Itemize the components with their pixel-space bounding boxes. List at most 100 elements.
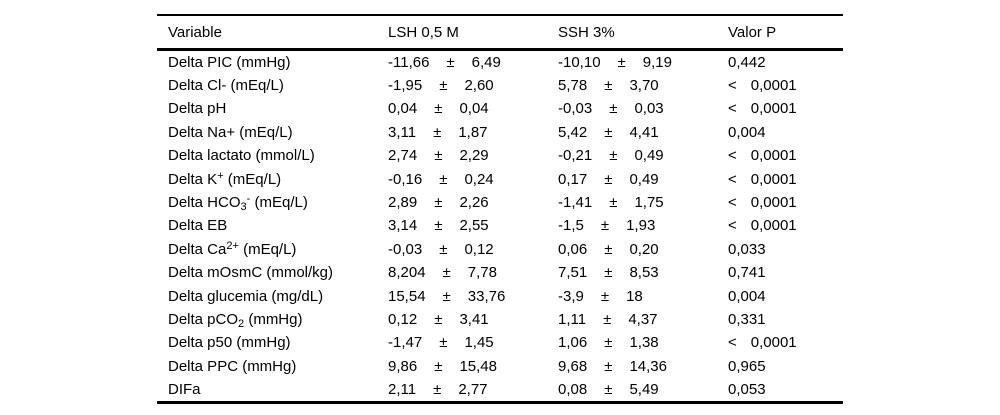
variable-cell: Delta Ca2+ (mEq/L) <box>157 240 388 258</box>
header-rule <box>157 48 843 51</box>
plus-minus-sign: ± <box>442 287 451 305</box>
less-than-sign: < <box>728 194 737 212</box>
p-value-cell: 0,965 <box>728 358 843 375</box>
variable-label-part: Delta K <box>168 170 218 188</box>
mean-value: -11,66 <box>388 53 430 71</box>
sd-value: 6,49 <box>471 53 501 71</box>
lsh-value-cell: 9,86 ±15,48 <box>388 358 558 375</box>
ssh-value-cell: -1,5 ±1,93 <box>558 217 728 234</box>
variable-label-part: (mEq/L) <box>223 170 282 188</box>
plus-minus-sign: ± <box>439 170 448 188</box>
plus-minus-sign: ± <box>434 100 443 118</box>
mean-value: 0,12 <box>388 310 418 328</box>
less-than-sign: < <box>728 170 737 188</box>
less-than-sign: < <box>728 77 737 95</box>
plus-minus-sign: ± <box>604 240 613 258</box>
plus-minus-sign: ± <box>604 357 613 375</box>
mean-value: -0,21 <box>558 147 593 165</box>
less-than-sign: < <box>728 334 737 352</box>
p-value: 0,965 <box>728 357 766 375</box>
variable-label-part: Delta lactato (mmol/L) <box>168 147 315 165</box>
lsh-value-cell: -1,47 ±1,45 <box>388 334 558 351</box>
mean-value: 1,06 <box>558 334 588 352</box>
sd-value: 5,49 <box>629 381 659 399</box>
lsh-value-cell: 0,12 ±3,41 <box>388 311 558 328</box>
p-value-cell: 0,004 <box>728 124 843 141</box>
variable-label-part: Delta PPC (mmHg) <box>168 357 297 375</box>
sd-value: 1,45 <box>464 334 494 352</box>
ssh-value-cell: 5,42 ±4,41 <box>558 124 728 141</box>
plus-minus-sign: ± <box>603 310 612 328</box>
variable-cell: Delta Cl- (mEq/L) <box>157 77 388 94</box>
ssh-value-cell: 1,06 ±1,38 <box>558 334 728 351</box>
p-value: 0,0001 <box>750 194 797 212</box>
table-row: Delta mOsmC (mmol/kg) 8,204 ±7,78 7,51 ±8,53… <box>157 261 843 284</box>
mean-value: -0,03 <box>388 240 423 258</box>
mean-value: -0,16 <box>388 170 423 188</box>
less-than-sign: < <box>728 147 737 165</box>
mean-value: -1,47 <box>388 334 423 352</box>
table-row: Delta EB 3,14 ±2,55 -1,5 ±1,93 <0,0001 <box>157 214 843 237</box>
variable-label-part: Delta p50 (mmHg) <box>168 334 291 352</box>
sd-value: 8,53 <box>629 264 659 282</box>
table-row: Delta PIC (mmHg) -11,66 ±6,49 -10,10 ±9,19 0,… <box>157 51 843 74</box>
ssh-value-cell: 1,11 ±4,37 <box>558 311 728 328</box>
table-row: DIFa 2,11 ±2,77 0,08 ±5,49 0,053 <box>157 378 843 401</box>
plus-minus-sign: ± <box>604 334 613 352</box>
plus-minus-sign: ± <box>604 264 613 282</box>
ssh-value-cell: -1,41 ±1,75 <box>558 194 728 211</box>
column-header-valor-p: Valor P <box>728 23 777 41</box>
sd-value: 14,36 <box>629 357 667 375</box>
plus-minus-sign: ± <box>617 53 626 71</box>
sd-value: 7,78 <box>467 264 497 282</box>
variable-cell: Delta lactato (mmol/L) <box>157 147 388 164</box>
p-value-cell: <0,0001 <box>728 217 843 234</box>
variable-cell: Delta glucemia (mg/dL) <box>157 288 388 305</box>
sd-value: 2,60 <box>464 77 494 95</box>
table-row: Delta K+ (mEq/L) -0,16 ±0,24 0,17 ±0,49 <0,00… <box>157 167 843 190</box>
ssh-value-cell: 7,51 ±8,53 <box>558 264 728 281</box>
ssh-value-cell: -0,21 ±0,49 <box>558 147 728 164</box>
plus-minus-sign: ± <box>434 310 443 328</box>
lsh-value-cell: 8,204 ±7,78 <box>388 264 558 281</box>
lsh-value-cell: 15,54 ±33,76 <box>388 288 558 305</box>
plus-minus-sign: ± <box>600 217 610 235</box>
top-rule <box>157 14 843 16</box>
sd-value: 0,20 <box>629 240 659 258</box>
p-value: 0,004 <box>728 287 766 305</box>
plus-minus-sign: ± <box>433 123 442 141</box>
mean-value: 0,08 <box>558 381 588 399</box>
lsh-value-cell: -11,66 ±6,49 <box>388 54 558 71</box>
mean-value: 8,204 <box>388 264 426 282</box>
sd-value: 18 <box>626 287 643 305</box>
mean-value: 1,11 <box>558 310 587 328</box>
p-value-cell: <0,0001 <box>728 171 843 188</box>
mean-value: 2,89 <box>388 194 418 212</box>
p-value-cell: <0,0001 <box>728 334 843 351</box>
variable-cell: Delta K+ (mEq/L) <box>157 170 388 188</box>
p-value: 0,0001 <box>750 170 797 188</box>
sd-value: 1,75 <box>634 194 664 212</box>
p-value-cell: 0,331 <box>728 311 843 328</box>
ssh-value-cell: 0,08 ±5,49 <box>558 381 728 398</box>
p-value-cell: 0,442 <box>728 54 843 71</box>
table-row: Delta PPC (mmHg) 9,86 ±15,48 9,68 ±14,36 0,96… <box>157 355 843 378</box>
variable-label-part: - <box>246 193 251 206</box>
plus-minus-sign: ± <box>433 381 442 399</box>
variable-label-part: Delta pCO <box>168 310 239 328</box>
variable-label-part: Delta pH <box>168 100 227 118</box>
p-value: 0,0001 <box>750 334 797 352</box>
mean-value: -1,41 <box>558 194 593 212</box>
sd-value: 3,70 <box>629 77 659 95</box>
variable-label-part: 2 <box>238 317 245 330</box>
p-value: 0,0001 <box>750 217 797 235</box>
ssh-value-cell: 0,06 ±0,20 <box>558 241 728 258</box>
column-header-lsh: LSH 0,5 M <box>388 23 459 41</box>
mean-value: -1,5 <box>558 217 584 235</box>
variable-label-part: Delta HCO <box>168 194 241 212</box>
lsh-value-cell: 3,11 ±1,87 <box>388 124 558 141</box>
plus-minus-sign: ± <box>604 77 613 95</box>
table-body: Delta PIC (mmHg) -11,66 ±6,49 -10,10 ±9,19 0,… <box>157 51 843 402</box>
table-row: Delta pCO2 (mmHg) 0,12 ±3,41 1,11 ±4,37 0,331 <box>157 308 843 331</box>
